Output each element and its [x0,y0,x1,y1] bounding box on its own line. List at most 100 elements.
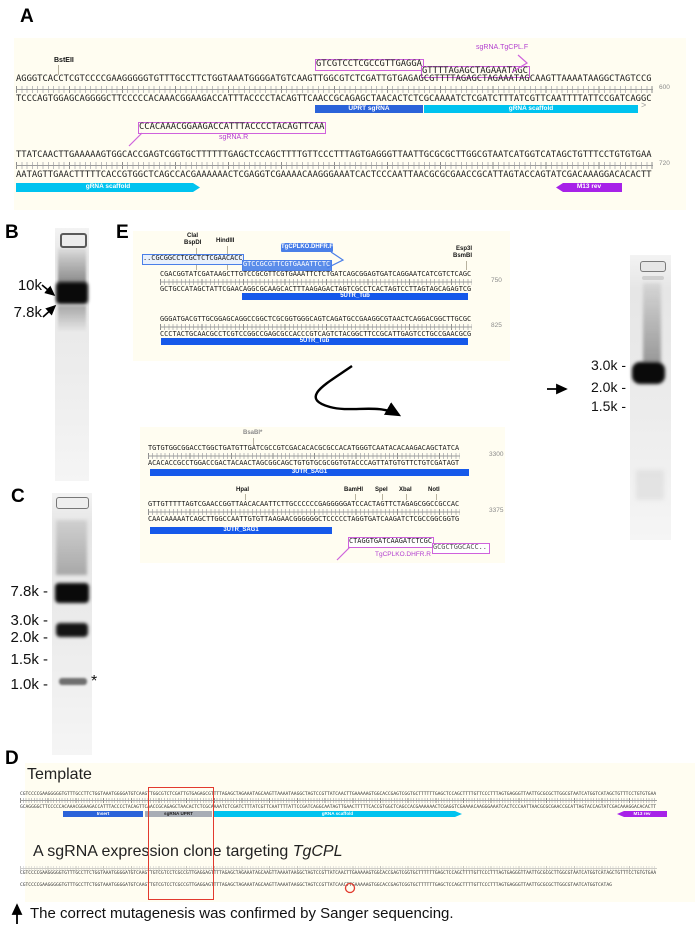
restriction-site-cla1: ClaI [187,233,199,239]
clone-title-text: A sgRNA expression clone targeting [33,843,293,860]
primer-dhfr-r-part2: GCGCTGGCACC.. [432,543,490,554]
enzyme-tick [436,494,437,500]
primer-dhfr-f-part1: ..CGCGGCCTCGCTCTCGAACACC [142,254,244,265]
restriction-site-not1: NotI [428,487,440,493]
sequence-bottom-strand: ACACACCGCCTGGACCGACTACAACTAGCGGCAGCTGTGT… [148,459,460,467]
arrow-10k-pointer [41,284,56,297]
marker-10k: 10k [17,277,42,294]
sequence-ruler [160,324,472,330]
sequence-ruler [148,509,460,515]
marker-2-0k: 2.0k - [590,379,626,395]
panel-d-label: D [5,748,19,769]
sequence-top-strand: GTTGTTTTTAGTCGAACCGGTTAACACAATTCTTGCCCCC… [148,500,460,508]
sequence-ruler [148,453,460,459]
sequence-ruler [160,279,472,285]
position-number: 825 [491,322,502,329]
sequence-bottom-strand: GCTGCCATAGCTATTCGAACAGGCGCAAGCACTTTAAGAG… [160,285,472,293]
gel-band-tail-b [58,306,86,332]
feature-bar-3utr-sag1: 3UTR_SAG1 [150,527,332,534]
feature-bar-grna-scaffold: gRNA scaffold [424,105,638,113]
sequence-top-strand: GGGATGACGTTGCGGAGCAGGCCGGCTCGCGGTGGGCAGT… [160,315,472,323]
mutagenesis-highlight-box [148,787,214,900]
feature-bar-insert: Insert [63,811,143,817]
primer-dhfr-r-part1: CTAGGTGATCAAGATCTCGC [348,537,434,548]
gel-band-2-5k [56,623,88,637]
feature-bar-m13-rev: M13 rev [556,183,622,192]
primer-r-label: sgRNA.R [219,134,249,141]
feature-bar-grna-scaffold: gRNA scaffold [213,811,462,817]
panel-c-label: C [11,486,25,507]
position-number: 600 [659,84,670,91]
sequence-top-strand: TTATCAACTTGAAAAAGTGGCACCGAGTCGGTGCTTTTTT… [16,150,652,160]
sequence-bottom-strand: CAACAAAAATCAGCTTGGCCAATTGTGTTAAGAACGGGGG… [148,515,460,523]
enzyme-tick [382,494,383,500]
enzyme-tick [58,65,59,75]
panel-e-map-bottom [140,427,505,563]
panel-e-label: E [116,222,129,243]
sequence-bottom-strand: TCCCAGTGGAGCAGGGGCTTCCCCCACAAACGGAAGACCA… [16,94,652,104]
feature-bar-3utr-sag1: 3UTR_SAG1 [150,469,469,476]
primer-r-seq: CCACAAACGGAAGACCATTTACCCCTACAGTTCAA [138,122,326,134]
restriction-site-bamh1: BamHI [344,487,364,493]
restriction-site-bspd1: BspDI [184,240,202,246]
marker-3-0k: 3.0k - [10,612,48,629]
arrow-7-8k-pointer [42,304,57,318]
position-number: 720 [659,160,670,167]
gel-lane-e [630,255,671,540]
marker-1-0k: 1.0k - [10,676,48,693]
position-number: 3300 [489,451,504,458]
gel-well-b [60,233,87,248]
primer-dhfr-f-label: TgCPLKO.DHFR.F [281,243,333,252]
clone-sequencing-read: CGTCCCCGAAGGGGGTGTTTGCCTTCTGGTAAATGGGGAT… [20,883,612,888]
gel-well-e [640,261,666,272]
primer-dhfr-r-label: TgCPLKO.DHFR.R [375,551,431,558]
restriction-site-esp31: Esp3I [456,246,473,252]
position-number: 3375 [489,507,504,514]
restriction-site-bstetii: BstEII [54,57,74,64]
gel-band-10k [56,282,88,304]
primer-f-label: sgRNA.TgCPL.F [476,44,529,51]
restriction-site-hpa1: HpaI [236,487,250,493]
feature-bar-sgrna-n20: sgRNA UPRT [145,811,212,817]
panel-a-label: A [20,6,34,27]
enzyme-tick [253,438,254,445]
restriction-site-xba1: XbaI [399,487,412,493]
gel-band-1-0k [59,678,87,685]
gel-well-shadow-e [642,276,664,280]
marker-7-8k: 7.8k [13,304,42,321]
gel-faint-smear-e [636,470,664,500]
sequence-ruler [16,162,653,169]
clone-title-gene: TgCPL [292,843,343,860]
gel-smear-c [56,520,87,575]
cloning-flow-arrow [314,365,402,417]
feature-bar-5utr-tub: 5UTR_Tub [242,293,468,300]
restriction-site-spe1: SpeI [375,487,388,493]
template-title: Template [27,766,92,783]
gel-lane-b [55,228,89,481]
marker-2-0k: 2.0k - [10,629,48,646]
marker-7-8k: 7.8k - [10,583,48,600]
sequence-top-strand: TGTGTGGCGGACCTGGCTGATGTTGATCGCCGTCGACACA… [148,444,460,452]
feature-bar-grna-scaffold: gRNA scaffold [16,183,200,192]
gel-band-7-8k [55,583,89,603]
sequence-bottom-strand: AATAGTTGAACTTTTTCACCGTGGCTCAGCCACGAAAAAA… [16,170,652,180]
clone-title: A sgRNA expression clone targeting TgCPL [33,843,343,861]
panel-d-alignment-area [25,763,695,902]
sequence-ruler [20,866,657,871]
enzyme-tick [406,494,407,500]
enzyme-tick [466,261,467,270]
gel-band-2-5k [632,362,665,384]
enzyme-tick [355,494,356,500]
restriction-site-bsab1: BsaBI* [243,430,263,436]
primer-f-seq-part2: GTTTTAGAGCTAGAAATAGC [421,66,530,78]
primer-f-seq-part1: GTCGTCCTCGCCGTTGAGGA [315,59,424,71]
marker-1-5k: 1.5k - [590,398,626,414]
marker-1-5k: 1.5k - [10,651,48,668]
figure-caption: The correct mutagenesis was confirmed by… [30,905,454,922]
clone-reference-strand: CGTCCCCGAAGGGGGTGTTTGCCTTCTGGTAAATGGGGAT… [20,871,657,876]
feature-bar-uprt-sgrna: UPRT sgRNA [315,105,423,113]
sequence-ruler [16,86,653,93]
restriction-site-bsmb1: BsmBI [453,253,473,259]
sequence-top-strand: CGACGGTATCGATAAGCTTGTCCGCGTTCGTGAAATTCTC… [160,270,472,278]
